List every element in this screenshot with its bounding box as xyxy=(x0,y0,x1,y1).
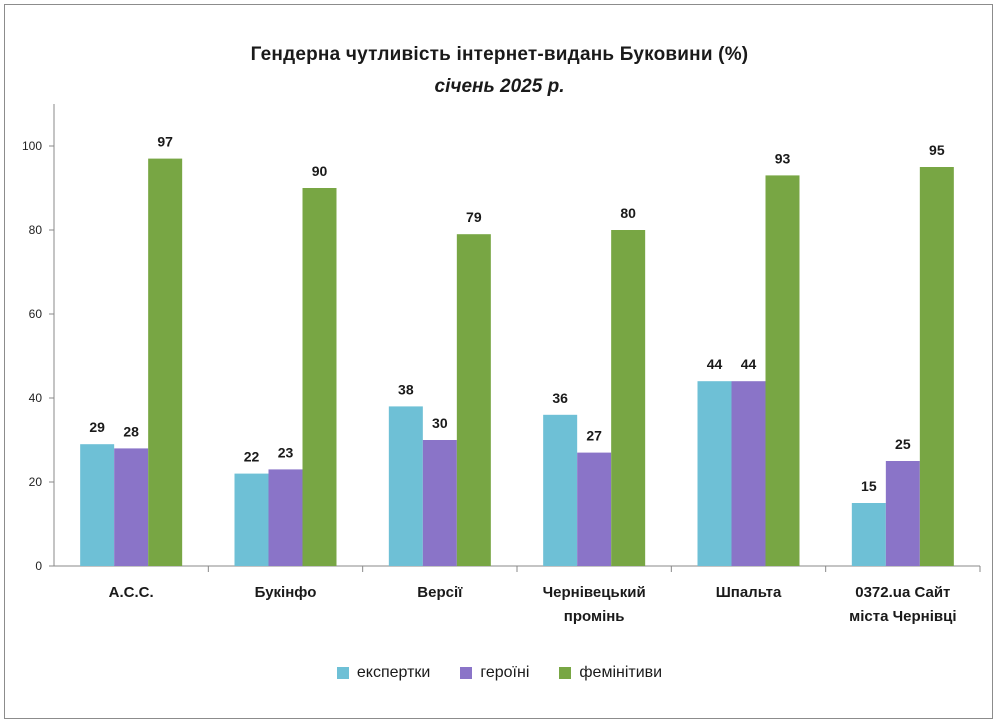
y-tick-label: 80 xyxy=(29,223,43,237)
y-tick-label: 60 xyxy=(29,307,43,321)
y-tick-label: 20 xyxy=(29,475,43,489)
category-label: Букінфо xyxy=(255,584,317,601)
chart-subtitle: січень 2025 р. xyxy=(434,76,565,97)
bar xyxy=(697,381,732,566)
y-tick-label: 0 xyxy=(35,559,42,573)
bar xyxy=(80,444,115,566)
data-label: 97 xyxy=(157,134,173,150)
data-label: 28 xyxy=(123,423,139,439)
category-label: Версії xyxy=(417,584,463,601)
bar xyxy=(148,158,183,566)
bar xyxy=(611,230,646,566)
data-label: 25 xyxy=(895,436,911,452)
bar xyxy=(388,406,423,566)
bar xyxy=(731,381,766,566)
data-label: 29 xyxy=(89,419,105,435)
legend-swatch-feminitives xyxy=(559,667,572,679)
bar xyxy=(422,440,457,566)
data-label: 95 xyxy=(929,142,945,158)
category-label: А.С.С. xyxy=(109,584,154,601)
legend-item-experts: експертки xyxy=(336,664,431,682)
data-label: 79 xyxy=(466,209,482,225)
chart-title: Гендерна чутливість інтернет-видань Буко… xyxy=(250,44,749,65)
data-label: 44 xyxy=(741,356,757,372)
bar xyxy=(919,167,954,566)
legend: експертки героїні фемінітиви xyxy=(0,664,999,682)
category-label: міста Чернівці xyxy=(849,608,956,625)
data-label: 44 xyxy=(707,356,723,372)
y-tick-label: 40 xyxy=(29,391,43,405)
bar xyxy=(234,473,269,566)
category-label: Шпальта xyxy=(716,584,782,601)
bar xyxy=(851,503,886,566)
bar xyxy=(765,175,800,566)
legend-label-experts: експертки xyxy=(356,664,431,681)
y-tick-label: 100 xyxy=(22,139,42,153)
data-label: 27 xyxy=(586,428,602,444)
legend-label-heroines: героїні xyxy=(480,664,530,681)
category-label: промінь xyxy=(564,608,625,625)
category-label: 0372.ua Сайт xyxy=(855,584,950,601)
category-label: Чернівецький xyxy=(543,584,646,601)
bar xyxy=(543,414,578,566)
data-label: 93 xyxy=(775,150,791,166)
legend-label-feminitives: фемінітиви xyxy=(579,664,663,681)
bar xyxy=(302,188,337,566)
legend-item-heroines: героїні xyxy=(460,664,529,682)
data-label: 90 xyxy=(312,163,328,179)
legend-item-feminitives: фемінітиви xyxy=(559,664,662,682)
data-label: 36 xyxy=(552,390,568,406)
data-label: 15 xyxy=(861,478,877,494)
bar xyxy=(456,234,491,566)
bar xyxy=(114,448,149,566)
legend-swatch-heroines xyxy=(460,667,473,679)
data-label: 38 xyxy=(398,381,414,397)
data-label: 80 xyxy=(620,205,636,221)
data-label: 30 xyxy=(432,415,448,431)
bar xyxy=(577,452,612,566)
legend-swatch-experts xyxy=(336,667,349,679)
bar xyxy=(268,469,303,566)
data-label: 23 xyxy=(278,444,294,460)
bar xyxy=(885,461,920,566)
data-label: 22 xyxy=(244,449,260,465)
